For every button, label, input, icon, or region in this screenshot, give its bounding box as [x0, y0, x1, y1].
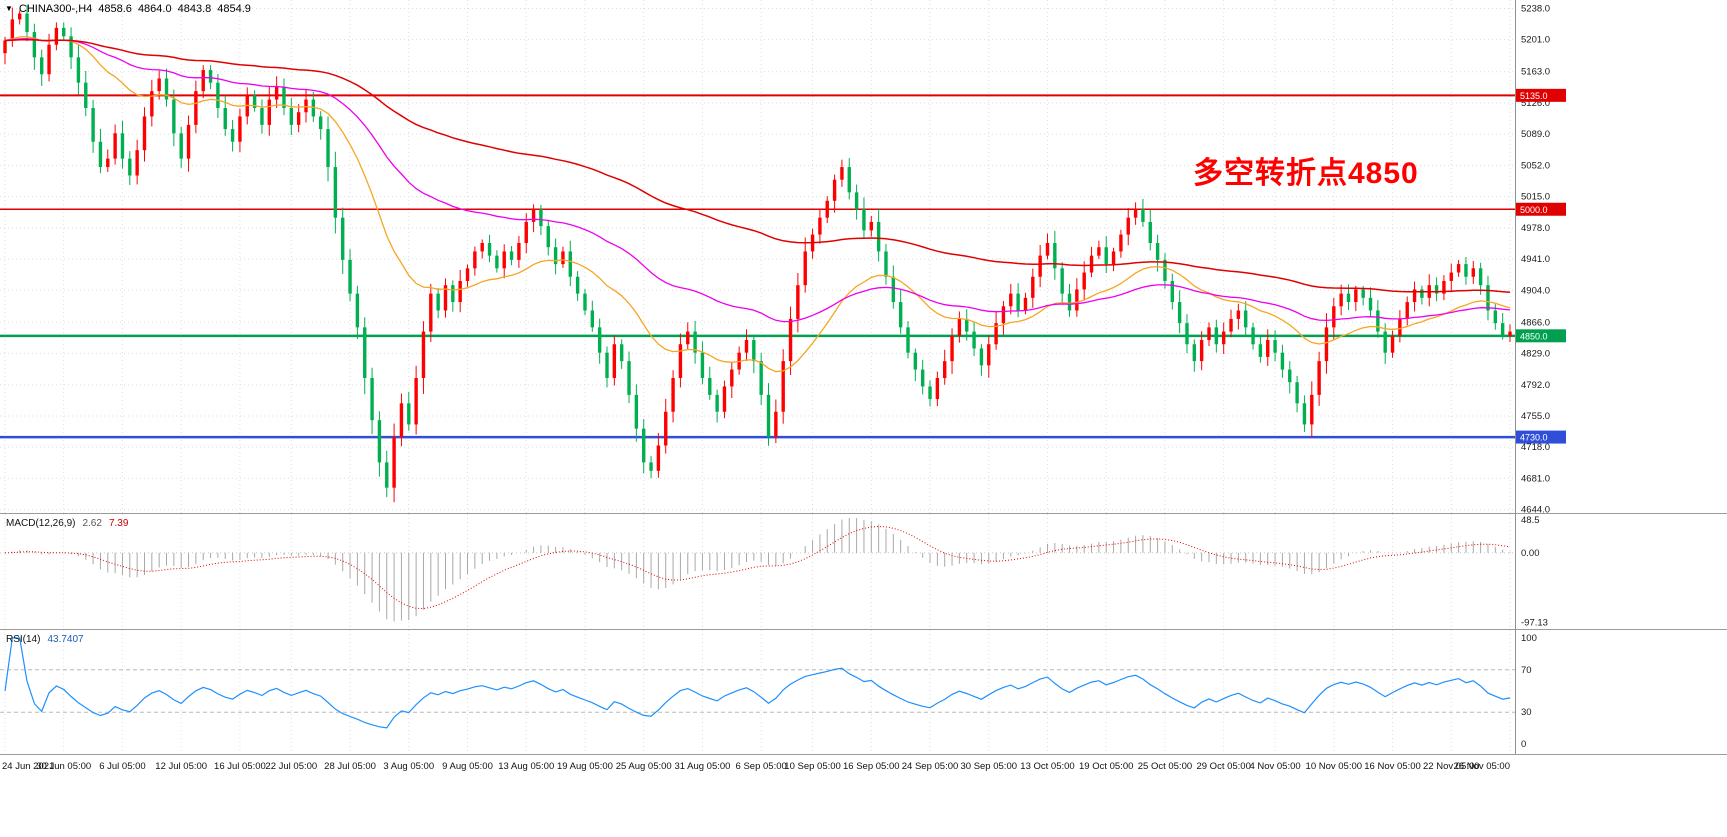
time-axis[interactable]: 24 Jun 2021 30 Jun 05:00 6 Jul 05:00 12 Jul… [0, 754, 1727, 780]
symbol-name: CHINA300-,H4 [18, 3, 93, 15]
svg-text:5238.0: 5238.0 [1521, 3, 1550, 14]
time-label: 31 Aug 05:00 [674, 761, 731, 772]
macd-main-value: 2.62 [82, 518, 102, 529]
svg-text:4866.0: 4866.0 [1521, 317, 1550, 328]
macd-signal-value: 7.39 [108, 518, 129, 529]
svg-text:70: 70 [1521, 665, 1532, 676]
time-label: 16 Jul 05:00 [214, 761, 266, 772]
svg-text:4755.0: 4755.0 [1521, 411, 1550, 422]
time-label: 3 Aug 05:00 [383, 761, 435, 772]
ohlc-close: 4854.9 [217, 3, 251, 15]
svg-text:4644.0: 4644.0 [1521, 505, 1550, 513]
svg-text:4829.0: 4829.0 [1521, 349, 1550, 360]
macd-canvas[interactable]: 48.5 0.00 -97.13 [0, 514, 1727, 629]
time-label: 24 Sep 05:00 [901, 761, 959, 772]
svg-text:4681.0: 4681.0 [1521, 473, 1550, 484]
price-chart-canvas[interactable]: 5238.0 5201.0 5163.0 5126.0 5089.0 5052.0 5015… [0, 0, 1727, 513]
time-label: 30 Jun 05:00 [36, 761, 92, 772]
ohlc-high: 4864.0 [137, 3, 172, 15]
time-label: 24 Jun 2021 [2, 761, 55, 772]
symbol-dropdown-icon[interactable]: ▼ [5, 4, 13, 13]
rsi-panel: 100 70 30 0 RSI(14) 43.7407 [0, 629, 1727, 754]
time-label: 13 Aug 05:00 [498, 761, 555, 772]
svg-text:5089.0: 5089.0 [1521, 129, 1550, 140]
macd-label: MACD(12,26,9) 2.62 7.39 [6, 518, 128, 529]
rsi-value: 43.7407 [47, 634, 84, 645]
svg-text:0.00: 0.00 [1521, 548, 1540, 559]
svg-text:5126.0: 5126.0 [1521, 98, 1550, 109]
svg-text:4941.0: 4941.0 [1521, 254, 1550, 265]
time-label: 9 Aug 05:00 [442, 761, 493, 772]
svg-text:5000.0: 5000.0 [1520, 205, 1548, 215]
svg-text:0: 0 [1521, 739, 1526, 750]
time-label: 4 Nov 05:00 [1249, 761, 1301, 772]
time-label: 19 Oct 05:00 [1079, 761, 1134, 772]
time-label: 29 Oct 05:00 [1196, 761, 1251, 772]
time-label: 16 Sep 05:00 [843, 761, 900, 772]
annotation-text[interactable]: 多空转折点4850 [1193, 157, 1419, 190]
svg-text:4730.0: 4730.0 [1520, 433, 1548, 443]
time-label: 25 Oct 05:00 [1137, 761, 1193, 772]
time-label: 25 Aug 05:00 [615, 761, 672, 772]
svg-text:4850.0: 4850.0 [1520, 331, 1548, 341]
svg-text:5201.0: 5201.0 [1521, 35, 1550, 46]
svg-text:30: 30 [1521, 707, 1532, 718]
time-label: 26 Nov 05:00 [1453, 761, 1510, 772]
time-label: 13 Oct 05:00 [1020, 761, 1075, 772]
time-label: 22 Jul 05:00 [265, 761, 318, 772]
time-label: 30 Sep 05:00 [960, 761, 1018, 772]
rsi-canvas[interactable]: 100 70 30 0 [0, 630, 1727, 754]
svg-text:4718.0: 4718.0 [1521, 442, 1550, 453]
svg-text:5163.0: 5163.0 [1521, 67, 1550, 78]
svg-text:5135.0: 5135.0 [1520, 91, 1548, 101]
svg-text:4792.0: 4792.0 [1521, 380, 1550, 391]
macd-name: MACD(12,26,9) [6, 518, 76, 529]
ohlc-low: 4843.8 [177, 3, 212, 15]
svg-text:48.5: 48.5 [1521, 515, 1540, 526]
svg-text:4978.0: 4978.0 [1521, 223, 1550, 234]
svg-text:5015.0: 5015.0 [1521, 192, 1550, 203]
svg-text:5052.0: 5052.0 [1521, 160, 1550, 171]
time-label: 6 Sep 05:00 [735, 761, 787, 772]
svg-text:4904.0: 4904.0 [1521, 285, 1550, 296]
time-label: 22 Nov 05:00 [1423, 761, 1480, 772]
symbol-info-bar: ▼ CHINA300-,H4 4858.6 4864.0 4843.8 4854… [5, 3, 251, 15]
rsi-label: RSI(14) 43.7407 [6, 634, 84, 645]
time-label: 12 Jul 05:00 [155, 761, 208, 772]
macd-panel: 48.5 0.00 -97.13 MACD(12,26,9) 2.62 7.39 [0, 513, 1727, 629]
svg-text:100: 100 [1521, 633, 1537, 644]
time-label: 19 Aug 05:00 [556, 761, 613, 772]
svg-text:-97.13: -97.13 [1521, 618, 1548, 629]
time-label: 28 Jul 05:00 [324, 761, 376, 772]
time-label: 6 Jul 05:00 [99, 761, 146, 772]
ohlc-open: 4858.6 [98, 3, 132, 15]
time-label: 10 Nov 05:00 [1305, 761, 1363, 772]
price-chart-panel: 5238.0 5201.0 5163.0 5126.0 5089.0 5052.0 5015… [0, 0, 1727, 513]
time-label: 16 Nov 05:00 [1364, 761, 1421, 772]
time-label: 10 Sep 05:00 [784, 761, 841, 772]
rsi-name: RSI(14) [6, 634, 41, 645]
